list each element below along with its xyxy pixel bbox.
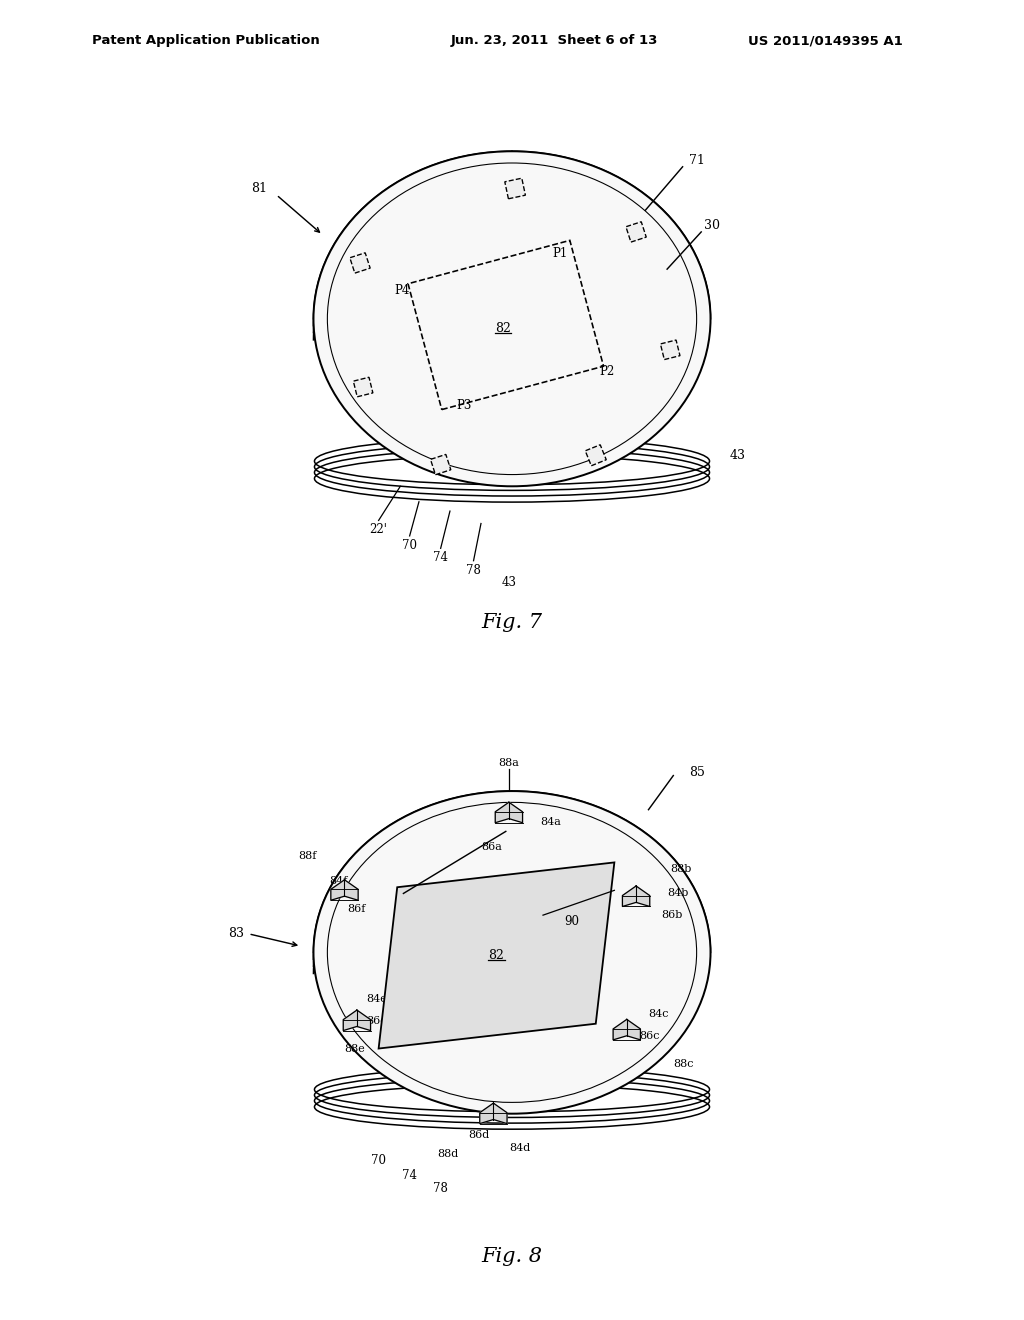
- Text: 86f: 86f: [347, 904, 366, 913]
- Text: 78: 78: [466, 564, 481, 577]
- Text: 86a: 86a: [481, 842, 502, 851]
- Text: 74: 74: [402, 1170, 417, 1183]
- Text: 90: 90: [564, 915, 580, 928]
- Text: 88f: 88f: [298, 851, 316, 861]
- Text: P2: P2: [599, 366, 614, 378]
- Text: 84a: 84a: [540, 817, 561, 828]
- Text: 82: 82: [488, 949, 505, 962]
- Text: 88d: 88d: [437, 1148, 459, 1159]
- Text: P4: P4: [394, 284, 410, 297]
- Text: Patent Application Publication: Patent Application Publication: [92, 34, 319, 48]
- Text: 84c: 84c: [648, 1010, 669, 1019]
- Polygon shape: [379, 862, 614, 1048]
- Text: 82: 82: [495, 322, 511, 334]
- Text: 71: 71: [689, 154, 705, 168]
- Text: 84f: 84f: [329, 876, 347, 886]
- Text: 81: 81: [251, 182, 267, 195]
- Polygon shape: [660, 341, 680, 359]
- Polygon shape: [331, 880, 358, 900]
- Text: 22': 22': [370, 523, 387, 536]
- Polygon shape: [343, 1010, 371, 1031]
- Text: 84b: 84b: [667, 888, 688, 899]
- Text: Jun. 23, 2011  Sheet 6 of 13: Jun. 23, 2011 Sheet 6 of 13: [451, 34, 658, 48]
- Text: P1: P1: [552, 247, 567, 260]
- Polygon shape: [350, 253, 370, 273]
- Text: Fig. 7: Fig. 7: [481, 614, 543, 632]
- Text: 83: 83: [228, 927, 244, 940]
- Text: Fig. 8: Fig. 8: [481, 1247, 543, 1266]
- Text: 84e: 84e: [367, 994, 387, 1005]
- Text: P3: P3: [456, 399, 471, 412]
- Text: 84d: 84d: [509, 1143, 530, 1152]
- Text: 86e: 86e: [367, 1015, 387, 1026]
- Text: 43: 43: [502, 576, 516, 589]
- Polygon shape: [479, 1104, 507, 1123]
- Text: 74: 74: [433, 552, 449, 564]
- Polygon shape: [623, 886, 650, 907]
- Text: 85: 85: [689, 766, 705, 779]
- Polygon shape: [353, 378, 373, 397]
- Text: 86d: 86d: [469, 1130, 489, 1140]
- Polygon shape: [626, 222, 646, 242]
- Text: 88c: 88c: [674, 1059, 694, 1069]
- Polygon shape: [430, 454, 451, 475]
- Ellipse shape: [313, 791, 711, 1114]
- Text: 70: 70: [371, 1154, 386, 1167]
- Text: 88a: 88a: [499, 758, 519, 768]
- Polygon shape: [586, 445, 606, 466]
- Text: 78: 78: [433, 1181, 449, 1195]
- Text: 86c: 86c: [639, 1031, 659, 1041]
- Polygon shape: [505, 178, 525, 199]
- Polygon shape: [496, 803, 522, 822]
- Text: 43: 43: [729, 449, 745, 462]
- Text: 86b: 86b: [660, 911, 682, 920]
- Text: 70: 70: [402, 539, 417, 552]
- Text: 88b: 88b: [670, 863, 691, 874]
- Text: 88e: 88e: [344, 1044, 366, 1053]
- Ellipse shape: [313, 152, 711, 486]
- Text: 30: 30: [705, 219, 720, 232]
- Text: US 2011/0149395 A1: US 2011/0149395 A1: [748, 34, 902, 48]
- Polygon shape: [613, 1019, 640, 1040]
